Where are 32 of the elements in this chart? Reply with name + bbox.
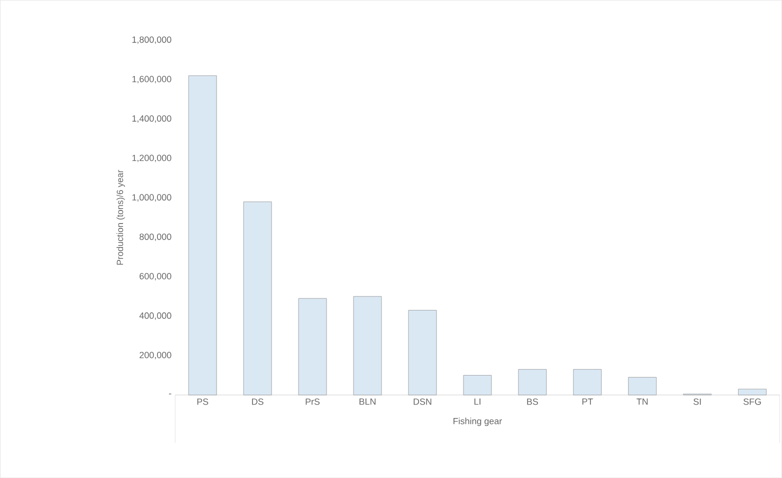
y-tick-label: 1,600,000 — [132, 76, 172, 84]
x-tick-label: SFG — [744, 398, 761, 405]
x-tick-label: BS — [527, 398, 538, 405]
bar — [243, 202, 272, 396]
bar — [408, 310, 437, 396]
y-tick-label: 200,000 — [140, 352, 172, 360]
bar — [188, 75, 217, 396]
bar — [353, 296, 382, 396]
x-tick-label: TN — [636, 398, 648, 405]
bar — [628, 376, 657, 396]
x-axis-title: Fishing gear — [454, 418, 502, 426]
bar — [738, 388, 767, 396]
bar — [463, 375, 492, 396]
x-tick-label: BLN — [360, 398, 376, 405]
x-tick-label: SI — [694, 398, 701, 405]
bar — [518, 369, 547, 396]
x-tick-label: PrS — [306, 398, 320, 405]
x-tick-label: LI — [474, 398, 480, 405]
x-tick-label: DSN — [414, 398, 432, 405]
y-axis-title: Production (tons)/6 year — [116, 170, 125, 265]
y-tick-label: 1,200,000 — [132, 154, 172, 162]
y-tick-label: 600,000 — [140, 272, 172, 280]
bar — [573, 369, 602, 396]
y-tick-label: 1,000,000 — [132, 194, 172, 202]
x-tick-label: PT — [582, 398, 593, 405]
bar — [298, 298, 327, 396]
x-tick-label: PS — [197, 398, 208, 405]
y-tick-label: 1,400,000 — [132, 115, 172, 123]
x-tick-label: DS — [252, 398, 264, 405]
y-tick-label: 1,800,000 — [132, 36, 172, 44]
y-tick-label: 400,000 — [139, 312, 172, 320]
y-tick-label: 800,000 — [140, 234, 172, 241]
